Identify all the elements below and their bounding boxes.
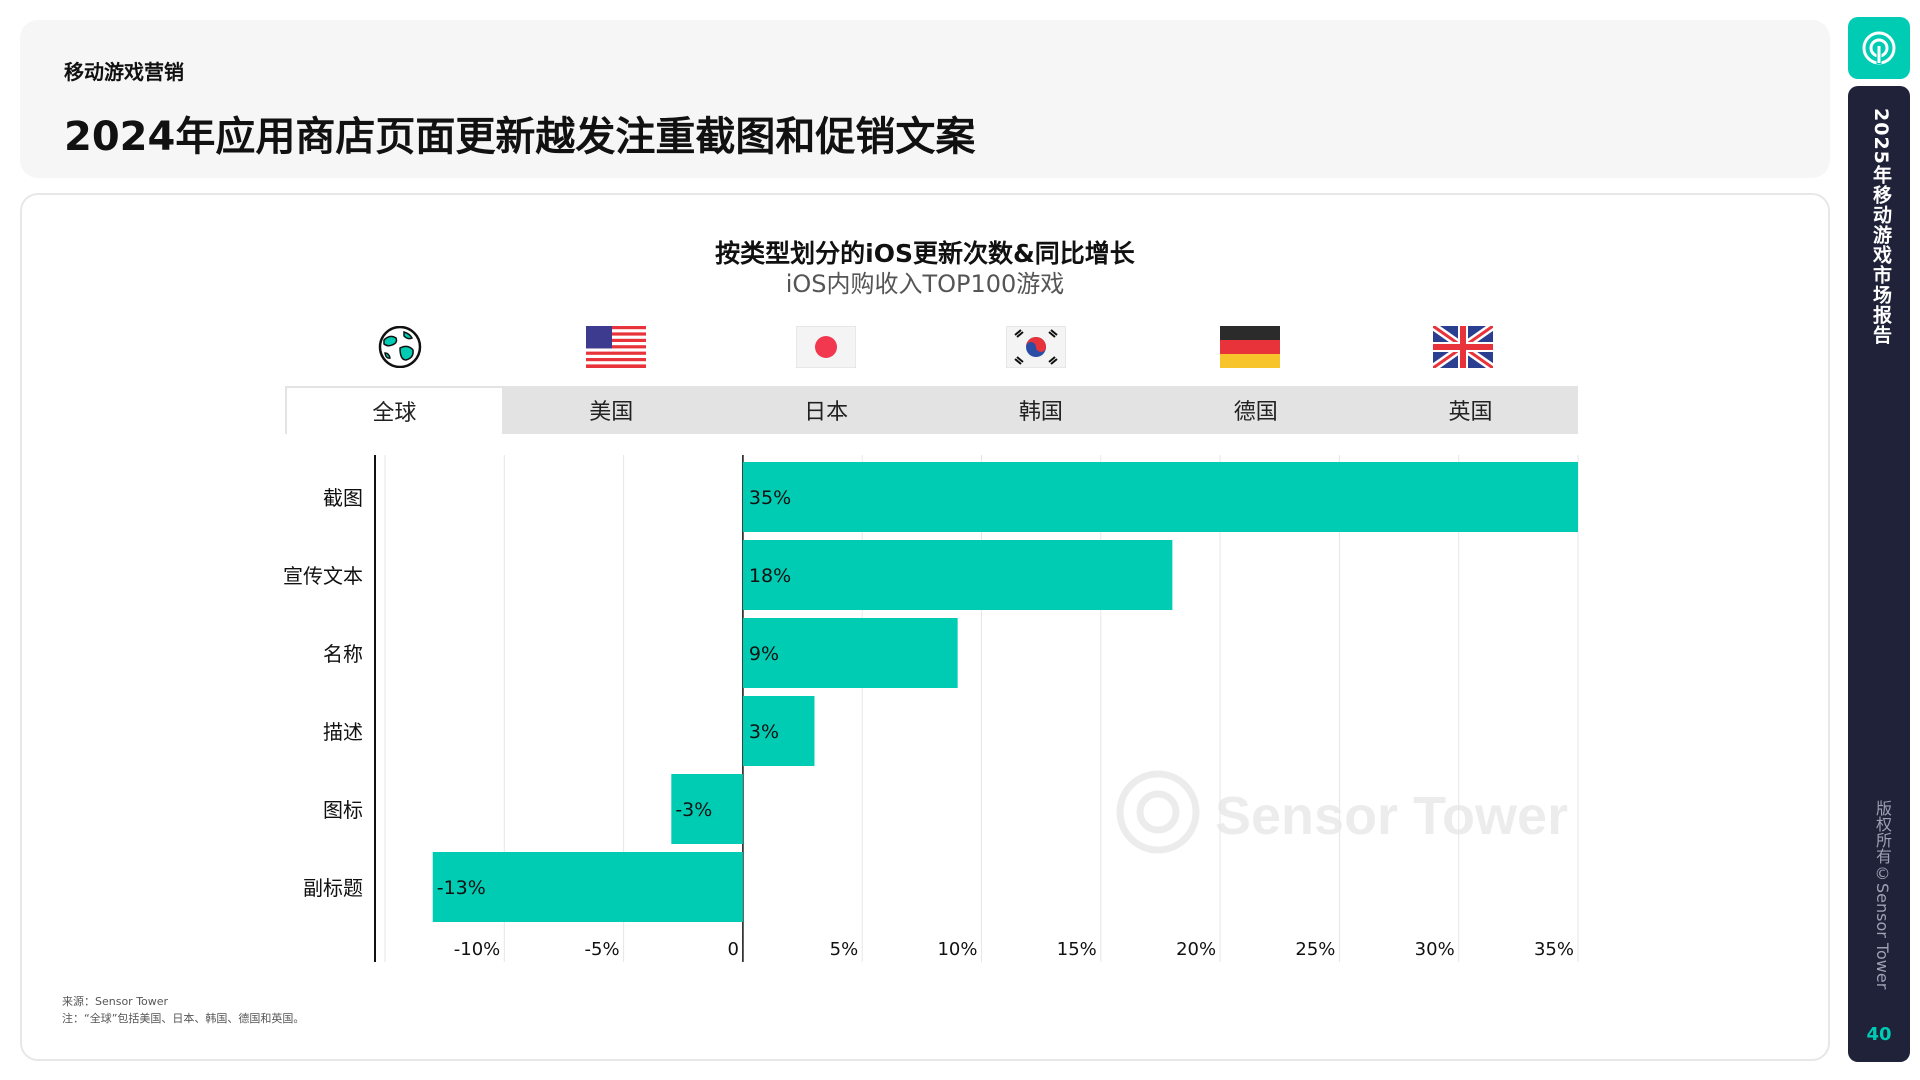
svg-text:Sensor Tower: Sensor Tower: [1215, 786, 1568, 846]
bar: [742, 618, 958, 688]
data-label: 3%: [749, 721, 779, 743]
watermark: Sensor Tower: [1116, 770, 1568, 854]
source-note: 来源：Sensor Tower: [62, 995, 169, 1008]
category-label: 名称: [323, 642, 363, 666]
tab-germany[interactable]: 德国: [1233, 400, 1278, 425]
bar: [742, 462, 1578, 532]
x-tick-label: -5%: [585, 939, 620, 960]
data-label: 18%: [749, 565, 791, 587]
tab-global[interactable]: 全球: [285, 386, 504, 434]
germany-flag-icon: [1220, 326, 1280, 368]
tab-us[interactable]: 美国: [589, 400, 634, 425]
copyright-text: 版权所有©Sensor Tower: [1873, 800, 1892, 990]
data-label: 35%: [749, 487, 791, 509]
category-label: 描述: [323, 720, 363, 744]
tab-uk[interactable]: 英国: [1448, 400, 1493, 425]
chart-card: [20, 193, 1830, 1061]
x-tick-label: 0: [727, 939, 738, 960]
bar: [742, 696, 815, 766]
section-label: 移动游戏营销: [64, 60, 184, 84]
category-label: 截图: [323, 486, 363, 510]
chart-title: 按类型划分的iOS更新次数&同比增长: [715, 239, 1135, 268]
tab-japan[interactable]: 日本: [804, 400, 849, 425]
data-label: -13%: [437, 877, 486, 899]
bar-chart: Sensor Tower 35% 截图 18% 宣传文本 9% 名称 3% 描述 -3% 图标 -13…: [283, 455, 1579, 962]
korea-flag-icon: [1006, 326, 1066, 368]
category-label: 图标: [323, 798, 363, 822]
bar: [742, 540, 1173, 610]
page-number: 40: [1866, 1024, 1892, 1045]
sensor-tower-logo-icon: [1862, 31, 1896, 65]
data-label: 9%: [749, 643, 779, 665]
category-label: 宣传文本: [283, 564, 363, 588]
category-label: 副标题: [303, 876, 363, 900]
data-label: -3%: [675, 799, 712, 821]
x-tick-label: 20%: [1176, 939, 1216, 960]
bar: [432, 852, 743, 922]
tab-korea[interactable]: 韩国: [1018, 400, 1063, 425]
footnote-note: 注：“全球”包括美国、日本、韩国、德国和英国。: [62, 1012, 305, 1025]
x-tick-label: 30%: [1415, 939, 1455, 960]
sidebar: [1848, 86, 1910, 1062]
us-flag-icon: [586, 326, 646, 368]
japan-flag-icon: [796, 326, 856, 368]
page-title: 2024年应用商店页面更新越发注重截图和促销文案: [64, 114, 976, 160]
bar: [671, 774, 743, 844]
x-tick-label: 5%: [830, 939, 859, 960]
x-tick-label: 10%: [937, 939, 977, 960]
globe-icon: [378, 326, 422, 368]
sensor-tower-logo: [1848, 17, 1910, 79]
x-tick-label: 25%: [1295, 939, 1335, 960]
header-card: 移动游戏营销 2024年应用商店页面更新越发注重截图和促销文案: [20, 20, 1830, 178]
region-tabs: 全球 美国 日本 韩国 德国 英国: [285, 386, 1578, 434]
chart-subtitle: iOS内购收入TOP100游戏: [785, 270, 1065, 298]
report-title: 2025年移动游戏市场报告: [1870, 108, 1892, 345]
x-tick-label: 35%: [1534, 939, 1574, 960]
x-tick-label: 15%: [1057, 939, 1097, 960]
uk-flag-icon: [1433, 326, 1493, 368]
x-tick-label: -10%: [454, 939, 501, 960]
